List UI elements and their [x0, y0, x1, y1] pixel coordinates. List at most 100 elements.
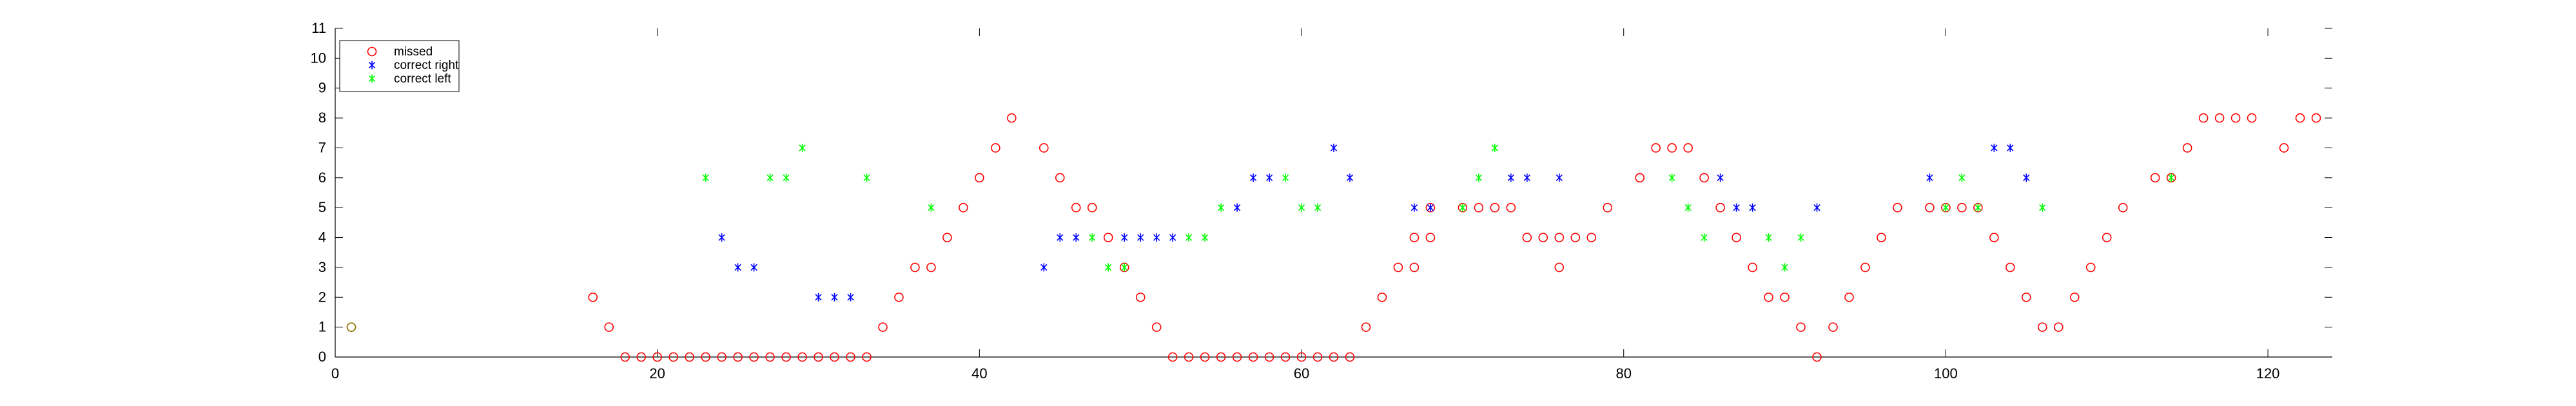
missed-point	[846, 352, 855, 362]
correct-left-point	[1089, 233, 1096, 242]
correct-right-point	[750, 263, 757, 272]
missed-point	[717, 352, 727, 362]
missed-point	[1474, 202, 1484, 213]
correct-right-point	[1121, 233, 1128, 242]
y-tick-label: 1	[318, 319, 326, 335]
correct-left-point	[1797, 233, 1804, 242]
missed-point	[2053, 322, 2064, 332]
missed-point	[894, 292, 904, 302]
correct-right-point	[1410, 203, 1418, 212]
correct-left-point	[928, 203, 935, 212]
missed-point	[2198, 113, 2209, 123]
missed-point	[1409, 233, 1420, 242]
asterisk-stroke	[1765, 234, 1772, 241]
missed-point	[1490, 202, 1500, 213]
missed-point	[1812, 352, 1822, 362]
missed-point	[1135, 292, 1146, 302]
correct-left-point	[1684, 203, 1692, 212]
missed-point	[1200, 352, 1210, 362]
missed-point	[668, 352, 678, 362]
correct-left-point	[1298, 203, 1305, 212]
missed-point	[2279, 143, 2289, 153]
series-correct-left	[702, 143, 2175, 272]
asterisk-stroke	[1169, 234, 1176, 241]
asterisk-stroke	[1410, 204, 1418, 211]
missed-point	[765, 352, 775, 362]
correct-right-point	[1265, 173, 1273, 182]
asterisk-stroke	[1926, 174, 1933, 181]
y-tick-label: 4	[318, 229, 326, 246]
asterisk-stroke	[2023, 174, 2030, 181]
y-tick-label: 3	[318, 259, 326, 275]
asterisk-stroke	[1459, 204, 1467, 211]
correct-right-point	[1346, 173, 1354, 182]
asterisk-stroke	[1797, 234, 1804, 241]
missed-point	[1989, 233, 1999, 242]
missed-point	[733, 352, 743, 362]
asterisk-stroke	[1749, 204, 1756, 211]
asterisk-stroke	[734, 264, 741, 271]
asterisk-stroke	[1121, 264, 1128, 271]
legend-marker	[368, 61, 376, 70]
asterisk-stroke	[1105, 264, 1112, 271]
missed-point	[1715, 202, 1725, 213]
correct-right-point	[1991, 143, 1998, 152]
asterisk-stroke	[1427, 204, 1434, 211]
missed-point	[975, 173, 984, 183]
asterisk-stroke	[2007, 144, 2014, 151]
asterisk-stroke	[1668, 174, 1675, 181]
correct-left-point	[702, 173, 709, 182]
correct-left-point	[1282, 173, 1289, 182]
missed-point	[1409, 262, 1420, 273]
x-tick-label: 80	[1615, 365, 1631, 382]
asterisk-stroke	[1958, 174, 1966, 181]
asterisk-stroke	[1475, 174, 1483, 181]
y-tick-label: 7	[318, 139, 326, 155]
correct-right-point	[1137, 233, 1144, 242]
missed-point	[1312, 352, 1323, 362]
missed-point	[1506, 202, 1516, 213]
missed-point	[1796, 322, 1806, 332]
asterisk-stroke	[847, 294, 854, 301]
asterisk-stroke	[766, 174, 774, 181]
missed-point	[2311, 113, 2321, 123]
missed-point	[1280, 352, 1291, 362]
missed-point	[1377, 292, 1387, 302]
correct-left-point	[1105, 263, 1112, 272]
correct-left-point	[1121, 263, 1128, 272]
missed-point	[1554, 233, 1565, 242]
correct-right-point	[1926, 173, 1933, 182]
missed-point	[2102, 233, 2112, 242]
x-axis-ticks: 0 20 40 60 80 100 120	[331, 28, 2279, 382]
missed-point	[2118, 202, 2128, 213]
asterisk-stroke	[1057, 234, 1064, 241]
missed-point	[830, 352, 839, 362]
correct-left-point	[1668, 173, 1675, 182]
missed-point	[2005, 262, 2015, 273]
missed-point	[1425, 233, 1436, 242]
missed-point	[1232, 352, 1242, 362]
x-tick-label: 40	[971, 365, 987, 382]
missed-point	[1667, 143, 1677, 153]
missed-point	[1828, 322, 1838, 332]
missed-point	[1184, 352, 1194, 362]
missed-point	[1329, 352, 1339, 362]
correct-right-point	[847, 293, 854, 302]
correct-right-point	[831, 293, 838, 302]
asterisk-stroke	[1089, 234, 1096, 241]
y-tick-label: 2	[318, 289, 326, 305]
x-tick-label: 100	[1934, 365, 1958, 382]
asterisk-stroke	[1523, 174, 1530, 181]
asterisk-stroke	[718, 234, 725, 241]
missed-point	[1007, 113, 1017, 123]
plot-area	[335, 28, 2332, 357]
missed-point	[1957, 202, 1967, 213]
correct-right-point	[1427, 203, 1434, 212]
missed-point	[959, 202, 968, 213]
y-axis-ticks: 0 1 2 3 4 5 6 7 8 9 10 11	[311, 20, 2332, 365]
series-highlight	[346, 322, 356, 332]
missed-point	[1877, 233, 1886, 242]
legend-label: correct right	[394, 59, 459, 72]
correct-left-point	[1701, 233, 1708, 242]
asterisk-stroke	[368, 61, 376, 69]
